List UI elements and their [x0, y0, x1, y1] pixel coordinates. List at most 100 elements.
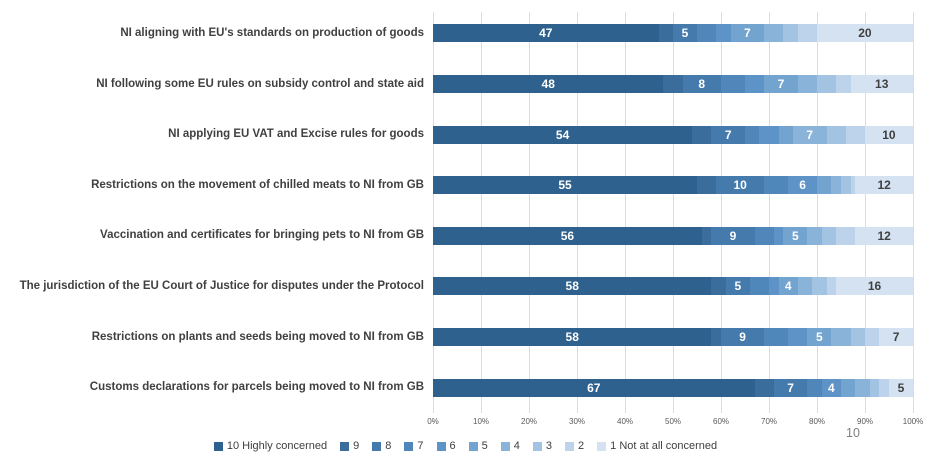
bar-segment: 58: [433, 277, 712, 296]
segment-value-label: 54: [555, 127, 570, 142]
x-axis-tick-label: 30%: [568, 417, 586, 426]
x-axis: 0% 10% 20% 30% 40% 50% 60% 70% 80% 90% 100%: [427, 417, 923, 429]
x-axis-tick-label: 100%: [902, 417, 924, 426]
bar-segment: [754, 378, 774, 397]
bar-segment: [840, 378, 856, 397]
row-label: NI aligning with EU's standards on produ…: [120, 26, 424, 39]
bar-segment: 7: [879, 328, 913, 347]
bar-segment: 7: [792, 125, 827, 144]
bar-segment: 5: [807, 328, 832, 347]
legend-swatch-icon: [340, 441, 350, 451]
bar-segment: [768, 277, 779, 296]
bar-segment: [807, 378, 822, 397]
row-label: Vaccination and certificates for bringin…: [100, 229, 424, 242]
segment-value-label: 10: [733, 178, 747, 193]
bar-segment: [831, 176, 841, 195]
x-axis-tick-label: 0%: [427, 417, 439, 426]
bar-segment: [836, 74, 851, 93]
bar-segment: 9: [711, 226, 755, 245]
segment-value-label: 9: [739, 330, 746, 345]
row-label: Customs declarations for parcels being m…: [89, 381, 424, 394]
segment-value-label: 8: [698, 76, 706, 91]
chart-row: Restrictions on plants and seeds being m…: [0, 312, 913, 363]
bar-segment: [764, 176, 789, 195]
gridline: [865, 12, 866, 413]
bar-segment: 10: [716, 176, 765, 195]
bar-segment: [692, 125, 712, 144]
legend-item: 4: [500, 440, 520, 452]
row-label: NI applying EU VAT and Excise rules for …: [168, 128, 424, 141]
bar-track: 48 8 7 13: [433, 74, 913, 93]
bar-segment: [663, 74, 683, 93]
bar-segment: [850, 176, 856, 195]
legend-swatch-icon: [436, 441, 446, 451]
bar-segment: 16: [836, 277, 913, 296]
segment-value-label: 67: [587, 380, 601, 395]
bar-segment: [836, 226, 856, 245]
legend-label: 9: [353, 440, 360, 452]
bar-segment: [845, 125, 865, 144]
bar-segment: 9: [720, 328, 765, 347]
legend-swatch-icon: [404, 441, 414, 451]
x-axis-tick-label: 40%: [616, 417, 634, 426]
bar-segment: 55: [433, 176, 697, 195]
bar-track: 54 7 7 10: [433, 125, 913, 144]
bar-segment: [788, 328, 808, 347]
legend-swatch-icon: [597, 441, 607, 451]
bar-segment: 7: [773, 378, 808, 397]
bar-segment: 20: [816, 24, 913, 43]
segment-value-label: 5: [816, 330, 823, 345]
bar-segment: [696, 24, 717, 43]
bar-segment: 10: [864, 125, 913, 144]
segment-value-label: 7: [777, 76, 785, 91]
segment-value-label: 9: [729, 228, 737, 243]
bar-segment: 56: [433, 226, 702, 245]
legend-item: 8: [372, 440, 391, 452]
legend-item: 6: [436, 440, 456, 452]
segment-value-label: 4: [828, 380, 835, 395]
gridline: [769, 12, 770, 413]
bar-segment: 5: [888, 378, 913, 397]
segment-value-label: 5: [734, 279, 742, 294]
segment-value-label: 56: [560, 228, 575, 243]
legend-label: 3: [545, 440, 553, 452]
segment-value-label: 4: [784, 279, 792, 294]
segment-value-label: 55: [558, 178, 572, 193]
legend-label: 2: [578, 440, 585, 452]
bar-segment: 12: [855, 226, 913, 245]
bar-segment: [879, 378, 889, 397]
row-label: Restrictions on the movement of chilled …: [91, 178, 424, 191]
bar-track: 56 9 5 12: [433, 226, 913, 245]
legend-label: 6: [449, 440, 456, 452]
bar-segment: [816, 74, 837, 93]
bar-segment: [826, 277, 837, 296]
bar-segment: 48: [433, 74, 664, 93]
bar-segment: [711, 328, 721, 347]
segment-value-label: 48: [541, 76, 555, 91]
x-axis-tick-label: 20%: [520, 417, 538, 426]
bar-segment: [720, 74, 745, 93]
bar-segment: 7: [711, 125, 745, 144]
bar-segment: [716, 24, 731, 43]
legend-label: 4: [513, 440, 520, 452]
segment-value-label: 6: [799, 178, 806, 193]
bar-segment: [855, 378, 870, 397]
legend-swatch-icon: [468, 441, 478, 451]
page-number: 10: [846, 426, 860, 440]
chart-row: Vaccination and certificates for bringin…: [0, 211, 913, 262]
bar-segment: [797, 277, 813, 296]
bar-segment: [816, 176, 832, 195]
gridline: [673, 12, 674, 413]
segment-value-label: 20: [858, 26, 872, 41]
legend-item: 5: [468, 440, 488, 452]
legend-item: 3: [532, 440, 553, 452]
chart-rows: NI aligning with EU's standards on produ…: [0, 8, 913, 413]
bar-segment: 5: [672, 24, 697, 43]
gridlines: [433, 12, 914, 413]
legend-label: 7: [417, 440, 424, 452]
x-axis-tick-label: 80%: [808, 417, 826, 426]
bar-segment: 8: [682, 74, 721, 93]
gridline: [529, 12, 530, 413]
bar-segment: [658, 24, 673, 43]
chart-row: NI aligning with EU's standards on produ…: [0, 8, 913, 59]
